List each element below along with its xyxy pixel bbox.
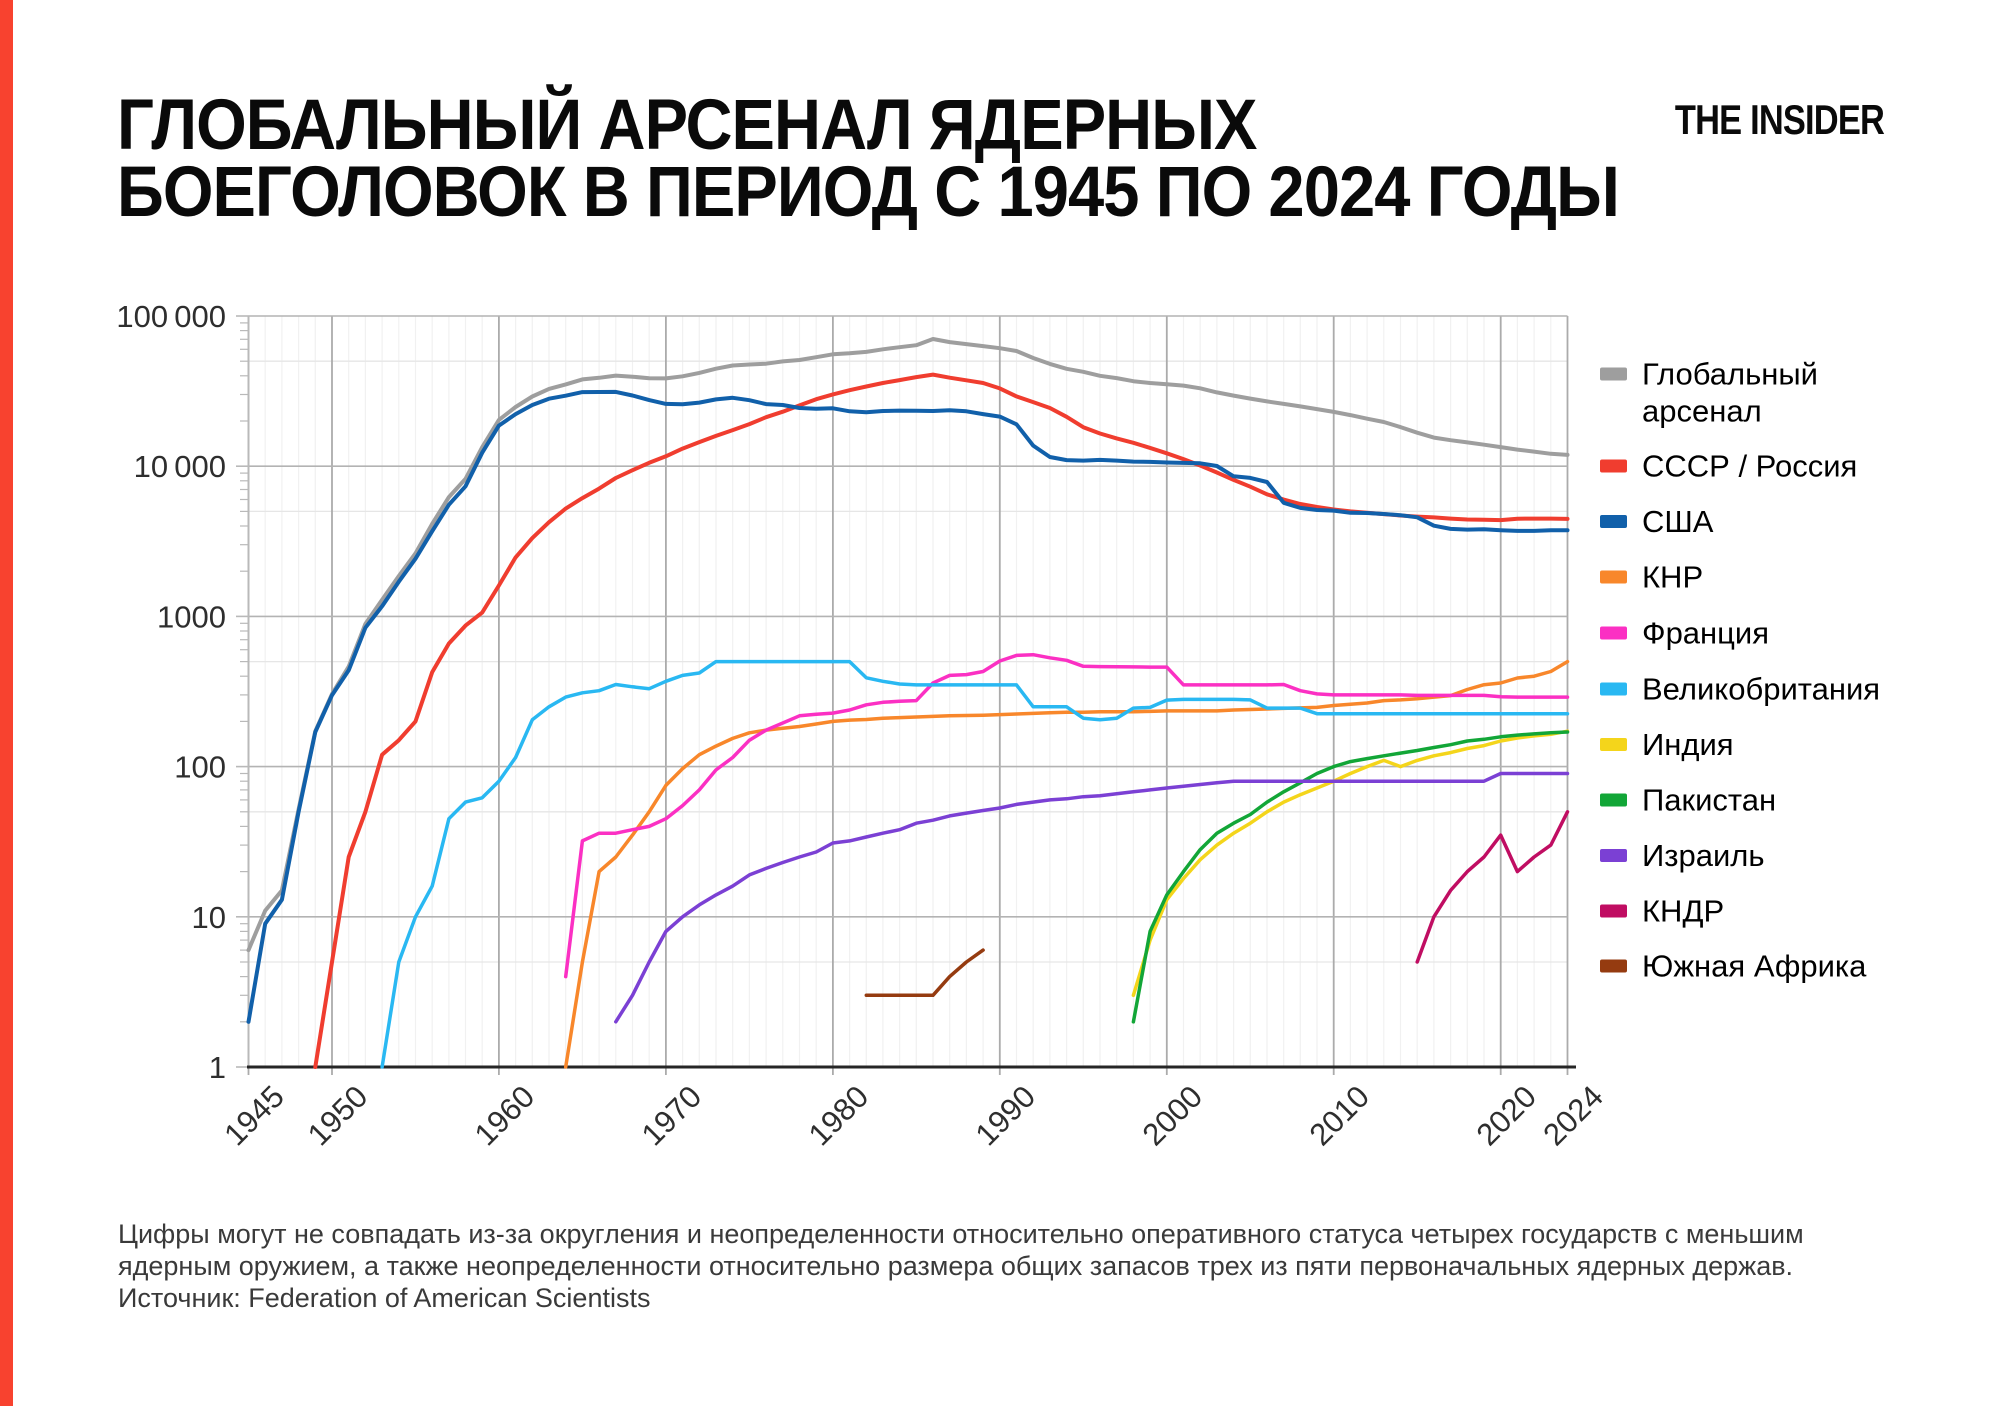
svg-text:1970: 1970 bbox=[635, 1079, 709, 1153]
svg-text:2024: 2024 bbox=[1536, 1079, 1610, 1153]
svg-text:КНР: КНР bbox=[1642, 560, 1703, 595]
svg-text:2020: 2020 bbox=[1470, 1079, 1544, 1153]
svg-text:100 000: 100 000 bbox=[116, 299, 226, 334]
svg-text:СССР / Россия: СССР / Россия bbox=[1642, 449, 1857, 484]
svg-text:1960: 1960 bbox=[468, 1079, 542, 1153]
svg-text:1950: 1950 bbox=[301, 1079, 375, 1153]
svg-text:Великобритания: Великобритания bbox=[1642, 672, 1880, 707]
svg-text:1: 1 bbox=[209, 1050, 226, 1085]
svg-text:арсенал: арсенал bbox=[1642, 394, 1762, 429]
svg-text:2010: 2010 bbox=[1303, 1079, 1377, 1153]
svg-text:1990: 1990 bbox=[969, 1079, 1043, 1153]
svg-text:Глобальный: Глобальный bbox=[1642, 357, 1818, 392]
svg-text:КНДР: КНДР bbox=[1642, 894, 1724, 929]
svg-text:Индия: Индия bbox=[1642, 727, 1734, 762]
svg-text:Израиль: Израиль bbox=[1642, 838, 1765, 873]
svg-text:США: США bbox=[1642, 504, 1714, 539]
svg-text:1945: 1945 bbox=[217, 1079, 291, 1153]
svg-text:10 000: 10 000 bbox=[134, 449, 226, 484]
svg-text:1000: 1000 bbox=[157, 599, 226, 634]
svg-text:Пакистан: Пакистан bbox=[1642, 783, 1776, 818]
svg-text:Франция: Франция bbox=[1642, 616, 1769, 651]
svg-text:1980: 1980 bbox=[802, 1079, 876, 1153]
svg-text:100: 100 bbox=[174, 750, 226, 785]
svg-text:10: 10 bbox=[192, 900, 226, 935]
svg-text:Южная Африка: Южная Африка bbox=[1642, 949, 1867, 984]
svg-text:2000: 2000 bbox=[1136, 1079, 1210, 1153]
